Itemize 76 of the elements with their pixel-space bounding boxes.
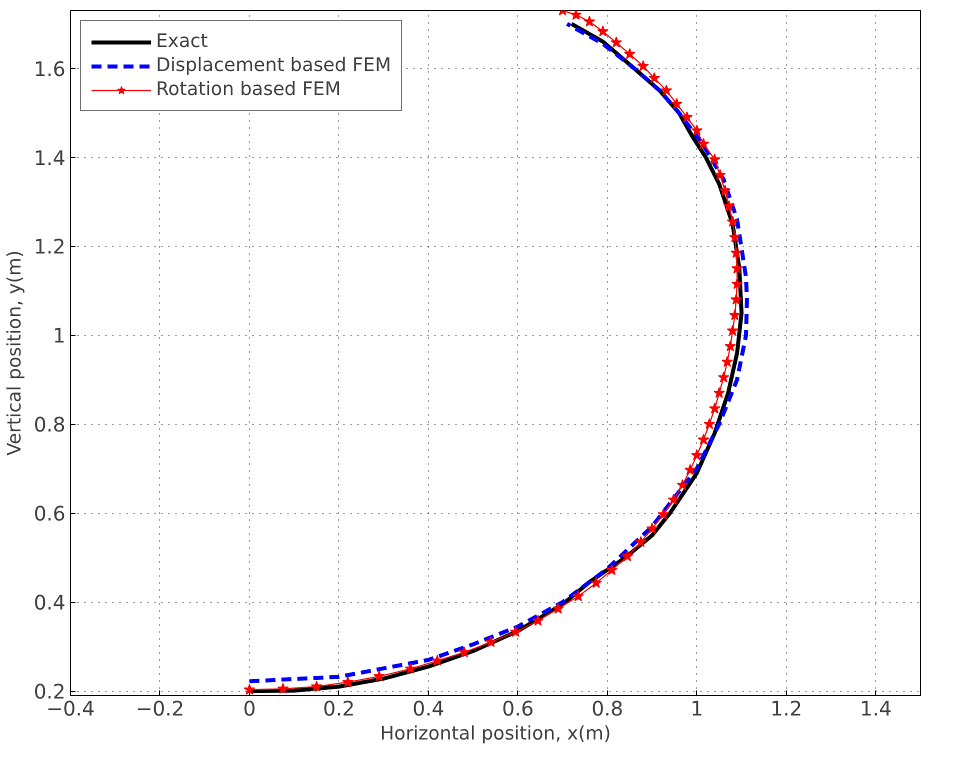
point xyxy=(570,10,582,20)
point xyxy=(670,98,682,109)
legend-label: Exact xyxy=(156,31,208,52)
point xyxy=(730,294,742,305)
point xyxy=(731,262,743,274)
x-axis-title: Horizontal position, x(m) xyxy=(380,724,611,744)
x-tick-label: 0 xyxy=(243,696,256,720)
point xyxy=(432,654,444,666)
x-tick-label: 0.8 xyxy=(591,696,624,720)
point xyxy=(730,246,742,258)
point xyxy=(606,564,618,576)
point xyxy=(648,72,660,84)
legend-label: Rotation based FEM xyxy=(156,79,341,100)
point xyxy=(691,449,703,460)
point xyxy=(532,614,544,626)
point xyxy=(373,670,385,682)
point xyxy=(597,25,609,36)
point xyxy=(729,309,741,320)
y-tick-label: 0.8 xyxy=(34,412,66,437)
point xyxy=(731,278,743,290)
point xyxy=(658,508,669,520)
point xyxy=(681,111,693,122)
point xyxy=(713,387,725,398)
point xyxy=(698,138,710,149)
point xyxy=(691,124,703,136)
point xyxy=(624,48,636,60)
point xyxy=(714,169,726,180)
point xyxy=(572,590,584,602)
point xyxy=(584,16,596,27)
x-tick-label: 1.2 xyxy=(770,696,802,720)
point xyxy=(724,340,736,352)
y-tick-label: 0.2 xyxy=(34,680,66,704)
y-axis-title: Vertical position, y(m) xyxy=(4,250,26,456)
point xyxy=(342,676,354,688)
point xyxy=(510,626,522,637)
point xyxy=(244,684,256,695)
point xyxy=(722,356,733,367)
x-tick-label: 0.6 xyxy=(502,696,534,720)
point xyxy=(310,680,322,692)
point xyxy=(719,184,731,196)
y-tick-label: 1.2 xyxy=(34,234,66,259)
point xyxy=(646,522,658,534)
y-tick-label: 1 xyxy=(52,324,66,348)
x-tick-label: 0.2 xyxy=(323,696,355,720)
point xyxy=(726,216,738,227)
x-tick-label: 1.4 xyxy=(860,696,892,720)
point xyxy=(676,479,688,490)
point xyxy=(552,602,564,614)
point xyxy=(610,36,622,48)
point xyxy=(635,536,647,547)
point xyxy=(277,682,289,694)
point xyxy=(590,576,602,588)
point xyxy=(726,324,738,336)
point xyxy=(708,154,720,164)
point xyxy=(458,646,470,658)
point xyxy=(404,662,416,674)
x-tick-label: −0.2 xyxy=(136,696,184,720)
point xyxy=(637,60,649,72)
y-tick-label: 1.6 xyxy=(34,56,66,81)
point xyxy=(718,371,730,382)
y-tick-label: 0.6 xyxy=(34,502,66,526)
point xyxy=(622,550,634,562)
point xyxy=(660,84,672,96)
x-tick-label: 1 xyxy=(690,696,704,720)
y-tick-label: 1.4 xyxy=(34,146,66,170)
point xyxy=(684,464,696,475)
point xyxy=(485,636,497,648)
y-tick-label: 0.4 xyxy=(34,590,66,615)
x-tick-label: 0.4 xyxy=(412,696,444,720)
point xyxy=(723,200,735,212)
legend-label: Displacement based FEM xyxy=(156,55,392,76)
point xyxy=(708,402,720,414)
point xyxy=(668,494,680,505)
point xyxy=(729,231,741,242)
point xyxy=(704,418,716,430)
point xyxy=(698,434,710,445)
